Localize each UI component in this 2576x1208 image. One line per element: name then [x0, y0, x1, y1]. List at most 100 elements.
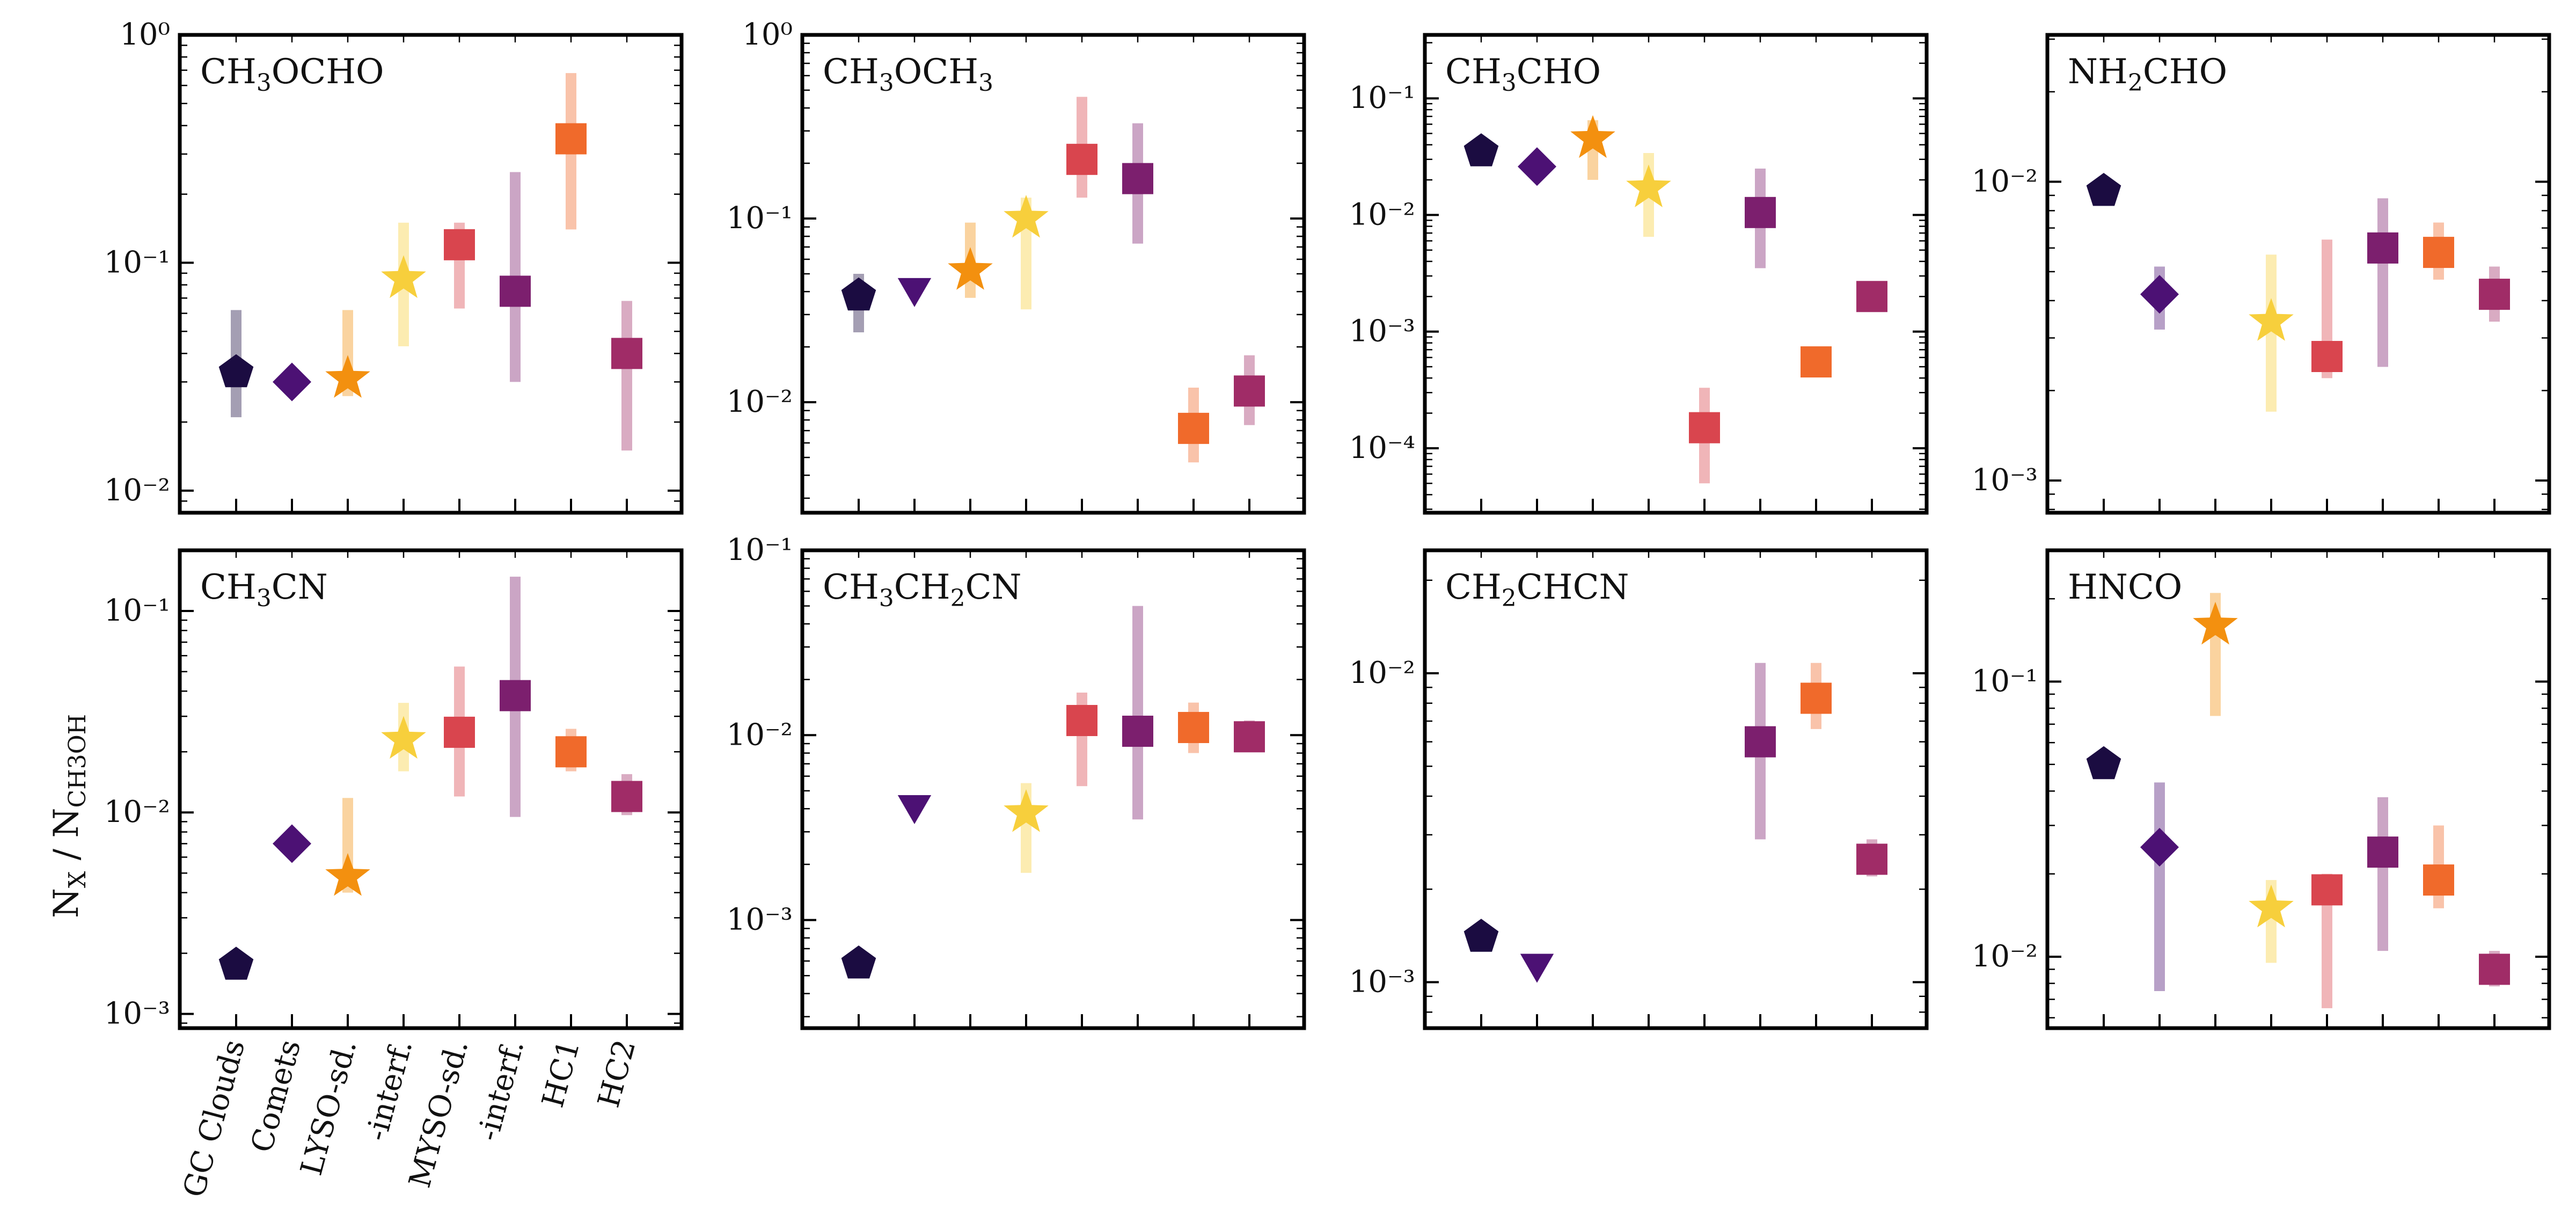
- panel-ch3ch2cn: 10⁻³ 10⁻² 10⁻¹ CH3CH2CN: [727, 533, 1306, 1030]
- y-tick-label: 10⁻³: [1349, 964, 1415, 999]
- marker-pentagon: [2086, 746, 2121, 780]
- marker-square: [500, 275, 531, 307]
- marker-square: [1856, 281, 1887, 312]
- y-tick-label: 10⁻²: [1349, 197, 1415, 232]
- panel-title: CH3CHO: [1445, 52, 1601, 97]
- marker-square: [2479, 954, 2510, 985]
- marker-star: [948, 247, 993, 290]
- panel-title: NH2CHO: [2068, 52, 2227, 97]
- panel-ch3cn: 10⁻³ 10⁻² 10⁻¹ CH3CN: [104, 548, 684, 1031]
- marker-square: [1856, 843, 1887, 875]
- marker-square: [1178, 712, 1209, 744]
- marker-pentagon: [1463, 133, 1499, 166]
- y-tick-label: 10⁻²: [727, 384, 793, 419]
- marker-pentagon: [2086, 173, 2121, 206]
- marker-upper-limit: [1520, 954, 1554, 983]
- panel-frame: [178, 33, 684, 515]
- y-tick-label: 10⁻²: [104, 473, 170, 508]
- x-tick-label: HC2: [591, 1036, 643, 1111]
- marker-star: [381, 716, 426, 759]
- marker-square: [555, 736, 587, 768]
- marker-upper-limit: [897, 795, 932, 824]
- x-tick-label: Comets: [244, 1036, 308, 1156]
- marker-square: [1122, 163, 1153, 194]
- y-tick-label: 10⁻³: [1972, 463, 2038, 498]
- y-tick-label: 10⁻²: [104, 795, 170, 829]
- marker-square: [1689, 412, 1720, 443]
- y-tick-label: 10⁻³: [727, 903, 793, 937]
- y-tick-label: 10⁻²: [727, 717, 793, 752]
- panel-frame: [1423, 548, 1929, 1030]
- marker-square: [1801, 346, 1832, 378]
- y-tick-label: 10⁻¹: [104, 593, 170, 628]
- panel-ch3cho: 10⁻⁴ 10⁻³ 10⁻² 10⁻¹ CH3CHO: [1349, 33, 1929, 515]
- marker-square: [500, 680, 531, 711]
- x-tick-label: HC1: [536, 1036, 587, 1111]
- y-tick-label: 10⁻¹: [1972, 664, 2038, 699]
- marker-pentagon: [841, 277, 876, 311]
- panel-frame: [178, 548, 684, 1030]
- panel-frame: [1423, 33, 1929, 515]
- x-tick-label: -interf.: [471, 1036, 531, 1145]
- panel-title: CH3OCH3: [823, 52, 993, 97]
- marker-square: [611, 781, 642, 812]
- y-tick-label: 10⁻¹: [104, 245, 170, 280]
- marker-square: [2423, 237, 2454, 268]
- marker-star: [1004, 195, 1049, 238]
- y-tick-label: 10⁻²: [1349, 656, 1415, 690]
- marker-star: [2249, 884, 2294, 928]
- marker-square: [2367, 232, 2398, 264]
- panel-frame: [2045, 548, 2551, 1030]
- y-tick-label: 10⁻²: [1972, 939, 2038, 974]
- marker-square: [2367, 836, 2398, 868]
- y-tick-label: 10⁻³: [104, 996, 170, 1031]
- y-tick-label: 10⁻²: [1972, 164, 2038, 199]
- y-tick-label: 10⁻³: [1349, 314, 1415, 349]
- marker-diamond: [273, 362, 311, 402]
- panel-title: CH3CH2CN: [823, 567, 1022, 612]
- marker-square: [1122, 715, 1153, 747]
- panel-ch3ocho: 10⁻² 10⁻¹ 10⁰ CH3OCHO: [104, 17, 684, 515]
- marker-star: [325, 853, 370, 896]
- panel-title: CH2CHCN: [1445, 567, 1629, 612]
- marker-diamond: [1518, 147, 1556, 186]
- marker-square: [2423, 864, 2454, 896]
- marker-square: [555, 123, 587, 155]
- marker-star: [1004, 789, 1049, 832]
- marker-pentagon: [1463, 919, 1499, 952]
- panels: 10⁻² 10⁻¹ 10⁰ CH3OCHO 10⁻² 10⁻¹ 10⁰ CH3OCH3 10⁻⁴…: [104, 17, 2551, 1031]
- panel-title: HNCO: [2068, 567, 2182, 607]
- marker-square: [1234, 721, 1265, 753]
- marker-square: [1066, 143, 1097, 175]
- marker-square: [1066, 705, 1097, 737]
- x-tick-labels: GC CloudsCometsLYSO-sd.-interf.MYSO-sd.-…: [177, 1036, 643, 1201]
- y-axis-label-text: NX / NCH3OH: [47, 714, 91, 918]
- panel-ch3och3: 10⁻² 10⁻¹ 10⁰ CH3OCH3: [727, 17, 1306, 515]
- marker-upper-limit: [897, 278, 932, 307]
- marker-square: [1801, 682, 1832, 714]
- marker-square: [1178, 412, 1209, 444]
- marker-square: [2311, 341, 2343, 373]
- y-tick-label: 10⁻⁴: [1349, 431, 1415, 465]
- x-tick-label: GC Clouds: [177, 1036, 252, 1201]
- y-tick-label: 10⁻¹: [727, 533, 793, 567]
- marker-square: [2479, 279, 2510, 310]
- panel-frame: [800, 548, 1306, 1030]
- marker-square: [1234, 375, 1265, 407]
- marker-pentagon: [218, 947, 254, 980]
- panel-hnco: 10⁻² 10⁻¹ HNCO: [1972, 548, 2551, 1030]
- marker-pentagon: [218, 354, 254, 388]
- panel-title: CH3OCHO: [200, 52, 384, 97]
- y-tick-label: 10⁰: [742, 17, 793, 52]
- y-tick-label: 10⁻¹: [727, 201, 793, 236]
- marker-square: [444, 716, 475, 748]
- marker-diamond: [273, 824, 311, 863]
- marker-star: [1626, 164, 1671, 207]
- marker-diamond: [2140, 275, 2179, 314]
- x-tick-label: LYSO-sd.: [294, 1036, 364, 1179]
- marker-star: [1570, 115, 1615, 158]
- y-tick-label: 10⁻¹: [1349, 81, 1415, 115]
- marker-square: [1745, 197, 1776, 228]
- panel-frame: [800, 33, 1306, 515]
